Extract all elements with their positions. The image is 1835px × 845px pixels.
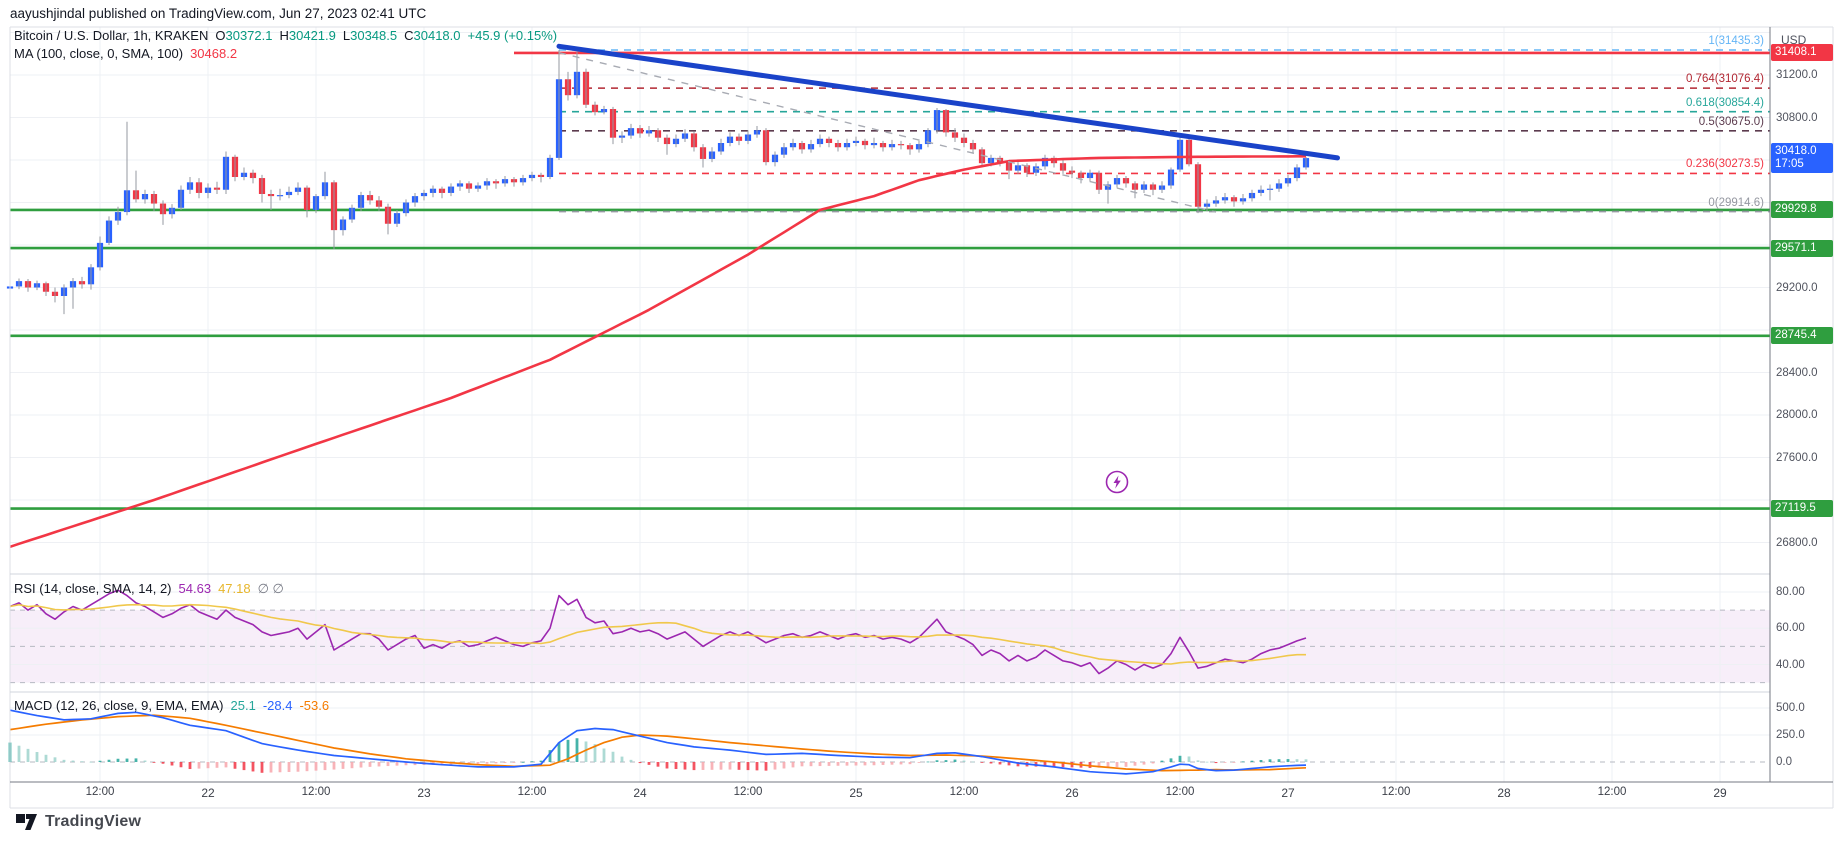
macd-axis-tick[interactable]: 250.0 [1776,729,1805,741]
price-axis-tick[interactable]: 26800.0 [1776,536,1818,549]
time-axis-label[interactable]: 12:00 [949,786,979,798]
fib-level-label: 0.764(31076.4) [1685,73,1764,86]
price-badge: 29929.8 [1771,201,1833,219]
tradingview-logo-icon [16,814,37,830]
rsi-label: RSI (14, close, SMA, 14, 2) [14,581,172,596]
change-value: +45.9 (+0.15%) [467,28,558,43]
low-label: L [342,28,351,43]
macd-label: MACD (12, 26, close, 9, EMA, EMA) [14,698,224,713]
price-badge-value: 29571.1 [1775,241,1817,254]
price-badge-value: 29929.8 [1775,203,1817,216]
rsi-legend[interactable]: RSI (14, close, SMA, 14, 2) 54.63 47.18 … [14,581,284,597]
price-axis-tick[interactable]: 27600.0 [1776,451,1818,464]
high-label: H [279,28,289,43]
price-axis-tick[interactable]: 28400.0 [1776,366,1818,379]
macd-axis-tick[interactable]: 500.0 [1776,702,1805,714]
tradingview-logo-text: TradingView [45,813,142,830]
price-badge: 29571.1 [1771,239,1833,257]
low-value: 30348.5 [350,28,398,43]
price-badge: 31408.1 [1771,44,1833,62]
price-badge-value: 30418.0 [1775,145,1817,158]
macd-signal-value: -53.6 [299,698,330,713]
boost-lightning-icon[interactable] [1104,469,1130,495]
time-axis-label[interactable]: 26 [1065,786,1079,800]
high-value: 30421.9 [288,28,336,43]
price-badge: 28745.4 [1771,327,1833,345]
ma-legend[interactable]: MA (100, close, 0, SMA, 100) 30468.2 [14,46,237,61]
fib-level-label: 0.618(30854.4) [1685,96,1764,109]
fib-level-label: 0.236(30273.5) [1685,158,1764,171]
price-badge-value: 28745.4 [1775,329,1817,342]
price-badge: 30418.0 17:05 [1771,143,1833,174]
rsi-value: 54.63 [178,581,212,596]
bar-countdown: 17:05 [1775,158,1804,171]
open-label: O [215,28,226,43]
time-axis-label[interactable]: 24 [633,786,647,800]
currency-label: USD [1781,33,1807,47]
rsi-ma-value: 47.18 [218,581,251,596]
time-axis-label[interactable]: 12:00 [301,786,331,798]
time-axis-label[interactable]: 28 [1497,786,1511,800]
fib-level-label: 0.5(30675.0) [1698,115,1764,128]
time-axis-label[interactable]: 12:00 [517,786,547,798]
ma-label: MA (100, close, 0, SMA, 100) [14,46,184,61]
macd-line-value: -28.4 [262,698,293,713]
price-badge-value: 27119.5 [1775,502,1816,515]
publish-line: aayushjindal published on TradingView.co… [10,6,427,21]
price-axis-tick[interactable]: 31200.0 [1776,69,1818,81]
macd-hist-value: 25.1 [230,698,256,713]
price-axis-tick[interactable]: 28000.0 [1776,409,1818,421]
time-axis-label[interactable]: 22 [201,786,215,800]
time-axis-label[interactable]: 12:00 [85,786,115,798]
time-axis-label[interactable]: 12:00 [1165,786,1195,798]
rsi-axis-tick[interactable]: 40.00 [1776,658,1805,671]
price-badge: 27119.5 [1771,500,1833,518]
macd-axis-tick[interactable]: 0.0 [1776,756,1792,768]
rsi-axis-tick[interactable]: 80.00 [1776,586,1805,598]
ma-value: 30468.2 [190,46,238,61]
time-axis-label[interactable]: 12:00 [733,786,763,798]
symbol-title: Bitcoin / U.S. Dollar, 1h, KRAKEN [14,28,209,43]
close-label: C [404,28,414,43]
price-axis-tick[interactable]: 29200.0 [1776,281,1818,294]
price-axis-tick[interactable]: 30800.0 [1776,111,1818,124]
open-value: 30372.1 [225,28,273,43]
time-axis-label[interactable]: 12:00 [1381,786,1411,798]
time-axis-label[interactable]: 23 [417,786,431,800]
time-axis-label[interactable]: 29 [1713,786,1727,800]
tradingview-watermark[interactable]: TradingView [16,812,141,832]
fib-level-label: 1(31435.3) [1708,34,1764,47]
price-badge-value: 31408.1 [1775,46,1817,59]
macd-legend[interactable]: MACD (12, 26, close, 9, EMA, EMA) 25.1 -… [14,698,329,713]
time-axis-label[interactable]: 27 [1281,786,1295,800]
time-axis-label[interactable]: 25 [849,786,863,800]
rsi-empty-flags: ∅ ∅ [257,581,284,596]
symbol-legend[interactable]: Bitcoin / U.S. Dollar, 1h, KRAKEN O30372… [14,28,557,43]
rsi-axis-tick[interactable]: 60.00 [1776,622,1805,635]
fib-level-label: 0(29914.6) [1708,196,1764,209]
close-value: 30418.0 [413,28,461,43]
time-axis-label[interactable]: 12:00 [1597,786,1627,798]
